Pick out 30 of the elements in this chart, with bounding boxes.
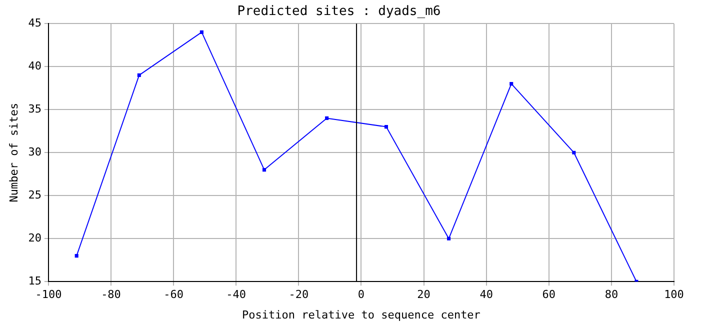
x-axis-title: Position relative to sequence center <box>242 308 481 322</box>
chart-title: Predicted sites : dyads_m6 <box>237 4 441 20</box>
point <box>510 82 514 86</box>
x-tick-label: 20 <box>417 288 430 302</box>
x-tick-label: -40 <box>226 288 246 302</box>
x-tick-label: -80 <box>101 288 121 302</box>
y-tick-label: 30 <box>28 145 42 158</box>
point <box>262 168 266 172</box>
point <box>325 116 329 120</box>
y-tick-label: 25 <box>28 188 42 202</box>
point <box>200 30 204 34</box>
x-tick-label: 80 <box>604 288 618 302</box>
x-tick-label: 100 <box>664 288 684 302</box>
x-tick-label: -60 <box>164 288 184 302</box>
point <box>384 125 388 129</box>
y-tick-label: 45 <box>28 16 42 30</box>
y-tick-label: 35 <box>28 102 42 116</box>
y-tick-label: 20 <box>28 231 42 244</box>
x-tick-label: -20 <box>288 288 309 302</box>
y-tick-label: 40 <box>28 59 42 72</box>
x-tick-label: 0 <box>358 288 365 302</box>
x-tick-label: 40 <box>480 288 493 302</box>
y-axis-title: Number of sites <box>7 102 20 202</box>
point <box>447 236 451 240</box>
point <box>572 150 576 154</box>
point <box>137 73 141 77</box>
x-tick-label: -100 <box>35 288 62 302</box>
point <box>74 254 78 258</box>
x-tick-label: 60 <box>542 288 556 302</box>
y-tick-label: 15 <box>28 274 42 288</box>
